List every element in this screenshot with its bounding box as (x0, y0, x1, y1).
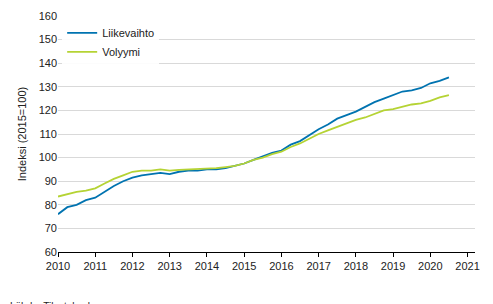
svg-text:2020: 2020 (418, 260, 442, 272)
svg-text:160: 160 (39, 10, 57, 22)
svg-text:2019: 2019 (381, 260, 405, 272)
svg-text:80: 80 (45, 199, 57, 211)
svg-text:2014: 2014 (195, 260, 219, 272)
svg-text:2016: 2016 (269, 260, 293, 272)
svg-text:140: 140 (39, 57, 57, 69)
svg-text:2010: 2010 (46, 260, 70, 272)
svg-text:2017: 2017 (306, 260, 330, 272)
svg-text:2018: 2018 (344, 260, 368, 272)
svg-text:120: 120 (39, 104, 57, 116)
svg-text:Indeksi (2015=100): Indeksi (2015=100) (16, 87, 28, 181)
svg-text:2021: 2021 (455, 260, 479, 272)
svg-text:2013: 2013 (157, 260, 181, 272)
svg-text:100: 100 (39, 151, 57, 163)
svg-text:110: 110 (39, 128, 57, 140)
svg-text:150: 150 (39, 33, 57, 45)
svg-text:Liikevaihto: Liikevaihto (102, 27, 154, 39)
svg-text:Volyymi: Volyymi (102, 46, 140, 58)
svg-text:2015: 2015 (232, 260, 256, 272)
svg-text:2012: 2012 (120, 260, 144, 272)
svg-text:90: 90 (45, 175, 57, 187)
svg-text:Lähde: Tilastokeskus: Lähde: Tilastokeskus (10, 301, 103, 304)
svg-text:2011: 2011 (83, 260, 107, 272)
svg-text:60: 60 (45, 246, 57, 258)
svg-text:130: 130 (39, 81, 57, 93)
svg-text:70: 70 (45, 222, 57, 234)
